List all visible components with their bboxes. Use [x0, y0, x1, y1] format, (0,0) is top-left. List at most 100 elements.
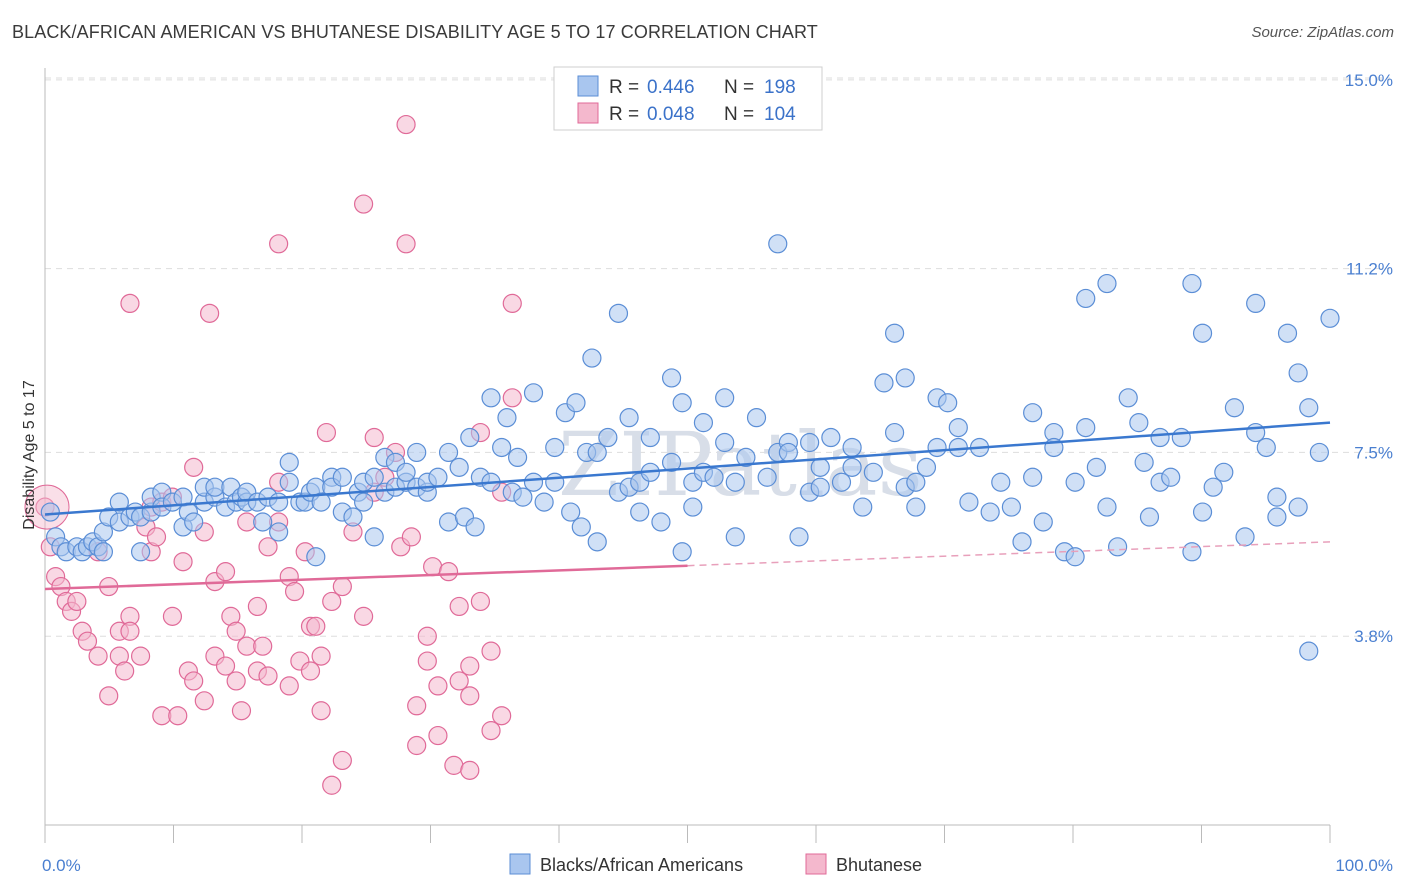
bhutanese-point: [194, 691, 214, 711]
black-point: [566, 393, 586, 413]
black-point: [587, 442, 607, 463]
black-point: [778, 442, 798, 463]
bhutanese-point: [407, 735, 427, 756]
bhutanese-point: [115, 661, 135, 681]
bhutanese-point: [460, 686, 480, 706]
axes: [44, 68, 1331, 843]
bhutanese-point: [300, 661, 321, 681]
black-point: [1134, 452, 1154, 472]
black-point: [545, 437, 565, 458]
bhutanese-point: [215, 656, 236, 676]
legend-n-value: 198: [764, 77, 796, 98]
black-point: [1256, 437, 1276, 458]
black-point: [1182, 542, 1202, 562]
y-tick-label: 7.5%: [1354, 443, 1393, 462]
black-point: [1277, 323, 1298, 343]
black-point: [1299, 398, 1319, 418]
legend-swatch-pink: [805, 853, 827, 875]
black-point: [725, 527, 745, 547]
bhutanese-point: [460, 760, 480, 780]
legend-n-label: N =: [724, 77, 754, 98]
bhutanese-point: [99, 686, 119, 706]
bhutanese-point: [284, 581, 305, 602]
black-point: [831, 472, 852, 492]
black-point: [353, 492, 374, 512]
bhutanese-point: [88, 646, 108, 666]
bhutanese-point: [168, 706, 188, 726]
black-point: [130, 542, 151, 562]
black-point: [253, 512, 273, 532]
legend-swatch-blue: [509, 853, 531, 875]
black-point: [1118, 388, 1138, 408]
source-note: Source: ZipAtlas.com: [1251, 24, 1394, 41]
black-point: [895, 368, 915, 388]
bhutanese-point: [237, 636, 257, 656]
black-point: [1108, 537, 1128, 557]
bhutanese-point: [311, 646, 331, 666]
bhutanese-point: [306, 616, 326, 636]
black-point: [269, 522, 289, 542]
bhutanese-point: [332, 750, 352, 771]
black-point: [651, 512, 671, 532]
black-point: [768, 234, 788, 254]
bhutanese-point: [316, 422, 337, 443]
black-point: [1214, 462, 1234, 482]
black-point: [1161, 467, 1181, 487]
black-point: [810, 457, 830, 477]
black-point: [1065, 547, 1085, 567]
blacks-trend-line: [44, 421, 1331, 516]
legend-n-label: N =: [724, 104, 754, 125]
x-tick-label: 0.0%: [42, 856, 81, 875]
stats-legend: R = 0.446 N = 198 R = 0.048 N = 104: [553, 66, 823, 131]
black-point: [661, 368, 682, 388]
legend-r-value: 0.446: [647, 77, 695, 98]
bhutanese-point: [247, 596, 267, 617]
black-point: [513, 487, 533, 507]
black-point: [1267, 507, 1287, 527]
black-point: [1086, 457, 1106, 477]
bhutanese-point: [417, 626, 437, 646]
bhutanese-point: [449, 671, 469, 691]
black-point: [746, 408, 767, 428]
bhutanese-point: [162, 606, 183, 626]
black-point: [672, 393, 692, 413]
black-point: [821, 427, 841, 448]
bhutanese-point: [215, 562, 236, 582]
tick-labels: 3.8% 7.5% 11.2% 15.0% 0.0% 100.0%: [42, 71, 1393, 875]
bhutanese-point: [353, 606, 374, 626]
bhutanese-point: [77, 631, 98, 651]
black-point: [311, 492, 331, 512]
black-point: [842, 457, 862, 477]
legend-r-value: 0.048: [647, 104, 695, 125]
black-point: [40, 502, 60, 522]
black-point: [1224, 398, 1245, 418]
black-point: [661, 452, 682, 472]
black-point: [587, 532, 607, 552]
bhutanese-point: [184, 457, 204, 477]
black-point: [1309, 442, 1329, 463]
legend-swatch-blue: [577, 75, 599, 97]
black-point: [927, 437, 947, 458]
black-point: [800, 432, 820, 453]
black-point: [492, 437, 512, 458]
black-point: [619, 408, 639, 428]
black-point: [1288, 363, 1308, 383]
black-point: [640, 427, 660, 448]
bhutanese-trend-extension: [687, 541, 1331, 567]
black-point: [1001, 497, 1022, 517]
black-point: [1012, 532, 1032, 552]
black-point: [269, 492, 289, 512]
black-point: [545, 472, 565, 492]
black-point: [991, 472, 1011, 492]
black-point: [938, 393, 958, 413]
black-point: [523, 383, 544, 403]
black-point: [884, 422, 905, 443]
legend-r-label: R =: [609, 104, 639, 125]
black-point: [109, 492, 129, 512]
black-point: [736, 447, 756, 468]
black-point: [1267, 487, 1287, 507]
black-point: [1033, 512, 1053, 532]
bhutanese-point: [481, 641, 501, 661]
black-point: [1171, 427, 1191, 448]
black-point: [853, 497, 873, 517]
